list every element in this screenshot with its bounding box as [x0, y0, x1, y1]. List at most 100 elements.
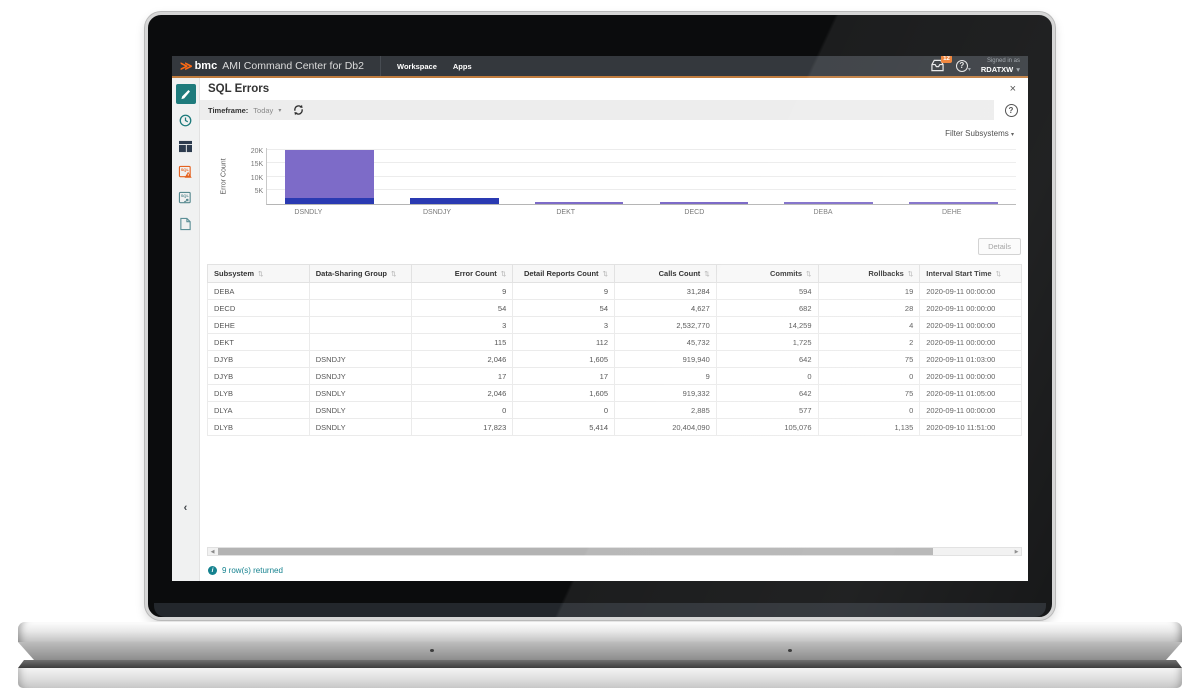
details-button[interactable]: Details — [978, 237, 1021, 255]
column-header[interactable]: Data-Sharing Group ⇅ — [308, 264, 412, 283]
table-cell: 682 — [715, 299, 819, 317]
page-help-area: ? — [994, 100, 1028, 120]
table-row[interactable]: DLYA DSNDLY 0 0 2,885 577 0 2020-09-11 00:00:00 — [207, 401, 1022, 419]
column-header[interactable]: Calls Count ⇅ — [614, 264, 717, 283]
laptop-lid: ≫ bmc AMI Command Center for Db2 Workspa… — [145, 12, 1055, 620]
table-cell: 642 — [715, 350, 819, 368]
column-header[interactable]: Error Count ⇅ — [410, 264, 514, 283]
scrollbar-thumb[interactable] — [218, 548, 934, 555]
topnav-right: 12 ? ▾ Signed in as RDATXW ▾ — [930, 56, 1020, 74]
chart-y-axis-label: Error Count — [220, 158, 228, 195]
column-header[interactable]: Detail Reports Count ⇅ — [512, 264, 615, 283]
x-axis-label: DEBA — [813, 209, 833, 216]
chart-x-axis-labels: DSNDLY DSNDJY DEKT DECD DEBA DEHE — [244, 209, 1016, 216]
table-row[interactable]: DLYB DSNDLY 2,046 1,605 919,332 642 75 2020-09-… — [207, 384, 1022, 402]
sort-icon[interactable]: ⇅ — [602, 271, 608, 278]
table-cell: 28 — [817, 299, 921, 317]
sidebar-item-sql-activity[interactable]: SQL — [175, 185, 197, 211]
table-cell: 0 — [410, 401, 514, 419]
table-cell: DSNDLY — [308, 401, 412, 419]
sidebar-item-dashboard[interactable] — [175, 84, 196, 104]
column-header[interactable]: Rollbacks ⇅ — [817, 264, 921, 283]
x-axis-label: DEHE — [941, 209, 962, 216]
bar-DEKT[interactable] — [517, 148, 642, 204]
notifications-tray-icon[interactable]: 12 — [930, 56, 952, 73]
sort-icon[interactable]: ⇅ — [704, 271, 710, 278]
table-cell: 0 — [817, 401, 921, 419]
scroll-right-arrow-icon[interactable]: ▶ — [1014, 548, 1019, 555]
sort-icon[interactable]: ⇅ — [391, 271, 397, 278]
bar-segment-upper-segment — [534, 202, 624, 204]
refresh-button[interactable] — [292, 104, 305, 116]
bar-segment-upper-segment — [909, 202, 998, 204]
column-header[interactable]: Interval Start Time ⇅ — [919, 264, 1022, 283]
table-cell: 2020-09-10 11:51:00 — [919, 418, 1022, 436]
table-cell: 3 — [410, 316, 514, 334]
table-cell: 2 — [817, 333, 921, 351]
sidebar-item-reports[interactable] — [175, 211, 197, 237]
scroll-left-arrow-icon[interactable]: ◀ — [210, 548, 215, 555]
column-header[interactable]: Subsystem ⇅ — [207, 264, 310, 283]
sidebar-item-history[interactable] — [175, 107, 197, 133]
bar-DSNDLY[interactable] — [267, 148, 392, 204]
table-cell: 1,135 — [817, 418, 921, 436]
page-help-icon[interactable]: ? — [1004, 103, 1018, 117]
bar-DECD[interactable] — [642, 148, 767, 204]
x-axis-label: DECD — [684, 209, 705, 216]
table-cell: 4 — [817, 316, 921, 334]
x-axis-label: DSNDJY — [423, 209, 452, 216]
table-row[interactable]: DJYB DSNDJY 2,046 1,605 919,940 642 75 2020-09-… — [207, 350, 1022, 368]
y-tick-label: 20K — [250, 147, 264, 155]
bar-DEBA[interactable] — [766, 148, 891, 204]
table-row[interactable]: DEKT 115 112 45,732 1,725 2 2020-09-11 00:00:0… — [207, 333, 1022, 351]
bar-segment-lower-segment — [285, 198, 374, 204]
table-cell: 75 — [817, 384, 921, 402]
table-row[interactable]: DLYB DSNDLY 17,823 5,414 20,404,090 105,076 1,… — [207, 418, 1022, 436]
sidebar-item-sql-errors[interactable]: SQL — [175, 159, 197, 185]
bar-segment-lower-segment — [410, 198, 499, 204]
table-cell: DJYB — [207, 367, 310, 385]
chevron-down-icon: ▾ — [1010, 132, 1014, 138]
timeframe-select[interactable]: Today — [253, 105, 274, 115]
x-axis-label: DEKT — [556, 209, 576, 216]
chevron-down-icon[interactable]: ▾ — [278, 107, 282, 114]
help-menu[interactable]: ? ▾ — [955, 59, 971, 73]
horizontal-scrollbar[interactable]: ◀ ▶ — [207, 547, 1022, 556]
table-cell: 2020-09-11 00:00:00 — [919, 299, 1022, 317]
table-cell: 105,076 — [715, 418, 819, 436]
bmc-logo-icon: ≫ — [180, 59, 192, 73]
nav-apps[interactable]: Apps — [452, 61, 472, 71]
sort-icon[interactable]: ⇅ — [500, 271, 507, 278]
sort-icon[interactable]: ⇅ — [907, 271, 914, 278]
table-row[interactable]: DEBA 9 9 31,284 594 19 2020-09-11 00:00:00 — [207, 282, 1022, 300]
sort-icon[interactable]: ⇅ — [258, 271, 264, 278]
table-cell: 2020-09-11 01:05:00 — [919, 384, 1022, 402]
bar-segment-upper-segment — [784, 202, 874, 204]
sort-icon[interactable]: ⇅ — [806, 271, 812, 278]
column-header[interactable]: Commits ⇅ — [715, 264, 819, 283]
sidebar-collapse-button[interactable]: ‹ — [183, 502, 188, 514]
sort-icon[interactable]: ⇅ — [995, 271, 1002, 278]
table-cell: 1,725 — [715, 333, 819, 351]
username: RDATXW — [980, 65, 1014, 75]
table-row[interactable]: DEHE 3 3 2,532,770 14,259 4 2020-09-11 00:00:0… — [207, 316, 1022, 334]
app-title: AMI Command Center for Db2 — [222, 60, 364, 72]
close-icon[interactable]: × — [1009, 83, 1016, 95]
table-cell: DSNDJY — [308, 367, 412, 385]
table-cell: 642 — [715, 384, 819, 402]
table-cell: 31,284 — [614, 282, 717, 300]
bar-DSNDJY[interactable] — [392, 148, 517, 204]
table-cell: 2020-09-11 00:00:00 — [919, 316, 1022, 334]
bar-DEHE[interactable] — [891, 148, 1016, 204]
table-cell — [308, 299, 412, 317]
table-row[interactable]: DECD 54 54 4,627 682 28 2020-09-11 00:00:00 — [207, 299, 1022, 317]
table-row[interactable]: DJYB DSNDJY 17 17 9 0 0 2020-09-11 00:00:00 — [207, 367, 1022, 385]
sidebar-item-workspaces[interactable] — [175, 133, 197, 159]
filter-subsystems-dropdown[interactable]: Filter Subsystems ▾ — [945, 129, 1014, 138]
nav-workspace[interactable]: Workspace — [397, 61, 437, 71]
chevron-down-icon: ▾ — [1016, 65, 1020, 75]
user-menu[interactable]: Signed in as RDATXW ▾ — [981, 58, 1020, 74]
base-dot — [430, 649, 434, 652]
chart-plot-area — [266, 148, 1016, 205]
info-icon: i — [208, 565, 217, 575]
